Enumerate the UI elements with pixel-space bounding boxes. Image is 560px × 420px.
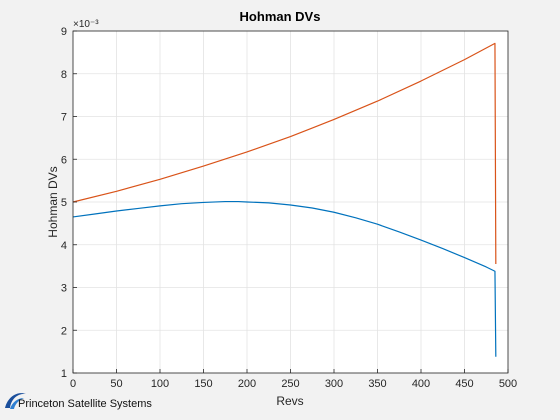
- y-tick-label: 1: [61, 368, 67, 380]
- y-exponent-label: ×10⁻³: [73, 19, 99, 30]
- x-tick-label: 0: [70, 378, 76, 390]
- y-axis-label: Hohman DVs: [46, 166, 60, 237]
- y-tick-label: 4: [61, 240, 67, 252]
- y-tick-label: 5: [61, 197, 67, 209]
- x-axis-label: Revs: [276, 394, 303, 408]
- x-tick-label: 50: [110, 378, 122, 390]
- y-tick-label: 8: [61, 69, 67, 81]
- x-tick-label: 100: [151, 378, 169, 390]
- x-tick-label: 150: [194, 378, 212, 390]
- ticks-group: 0 50 100 150 200 250 300 350 400 450 500 1 2 3 4 5 6 7 8 9: [61, 26, 517, 390]
- series-group: [72, 42, 497, 357]
- x-tick-label: 500: [499, 378, 517, 390]
- swoosh-logo-icon: [5, 393, 26, 409]
- y-tick-label: 3: [61, 283, 67, 295]
- y-tick-label: 6: [61, 154, 67, 166]
- logo-text: Princeton Satellite Systems: [18, 398, 152, 410]
- series-line-2: [72, 42, 497, 264]
- x-tick-label: 400: [412, 378, 430, 390]
- series-line-1: [72, 200, 497, 357]
- y-tick-label: 7: [61, 112, 67, 124]
- y-tick-label: 2: [61, 325, 67, 337]
- chart-title: Hohman DVs: [240, 9, 321, 24]
- x-tick-label: 450: [455, 378, 473, 390]
- x-tick-label: 250: [281, 378, 299, 390]
- x-tick-label: 350: [368, 378, 386, 390]
- y-tick-label: 9: [61, 26, 67, 38]
- x-tick-label: 300: [325, 378, 343, 390]
- x-tick-label: 200: [238, 378, 256, 390]
